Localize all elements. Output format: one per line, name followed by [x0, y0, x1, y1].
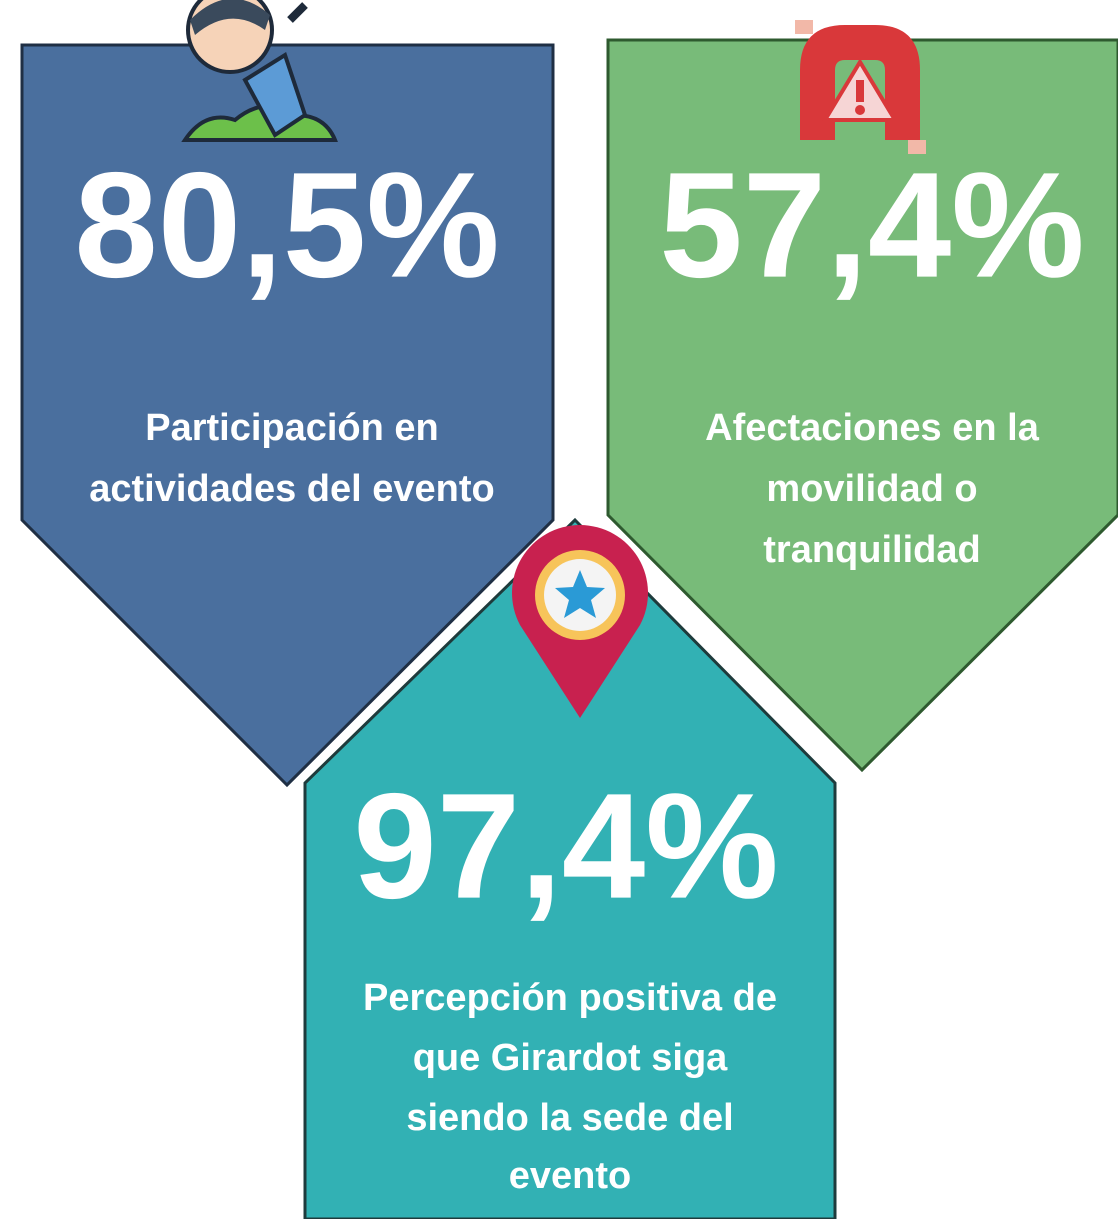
- teal-label: que Girardot siga: [413, 1037, 728, 1079]
- green-label: movilidad o: [766, 468, 977, 510]
- green-value: 57,4%: [659, 141, 1084, 309]
- infographic: 80,5% Participación en actividades del e…: [0, 0, 1118, 1219]
- blue-value: 80,5%: [74, 141, 499, 309]
- green-label: tranquilidad: [763, 529, 980, 571]
- blue-label: Participación en: [145, 407, 439, 449]
- teal-value: 97,4%: [353, 762, 778, 930]
- blue-label: actividades del evento: [89, 468, 495, 510]
- green-label: Afectaciones en la: [705, 407, 1040, 449]
- teal-label: Percepción positiva de: [363, 977, 777, 1019]
- teal-label: evento: [509, 1155, 631, 1197]
- teal-label: siendo la sede del: [406, 1097, 733, 1139]
